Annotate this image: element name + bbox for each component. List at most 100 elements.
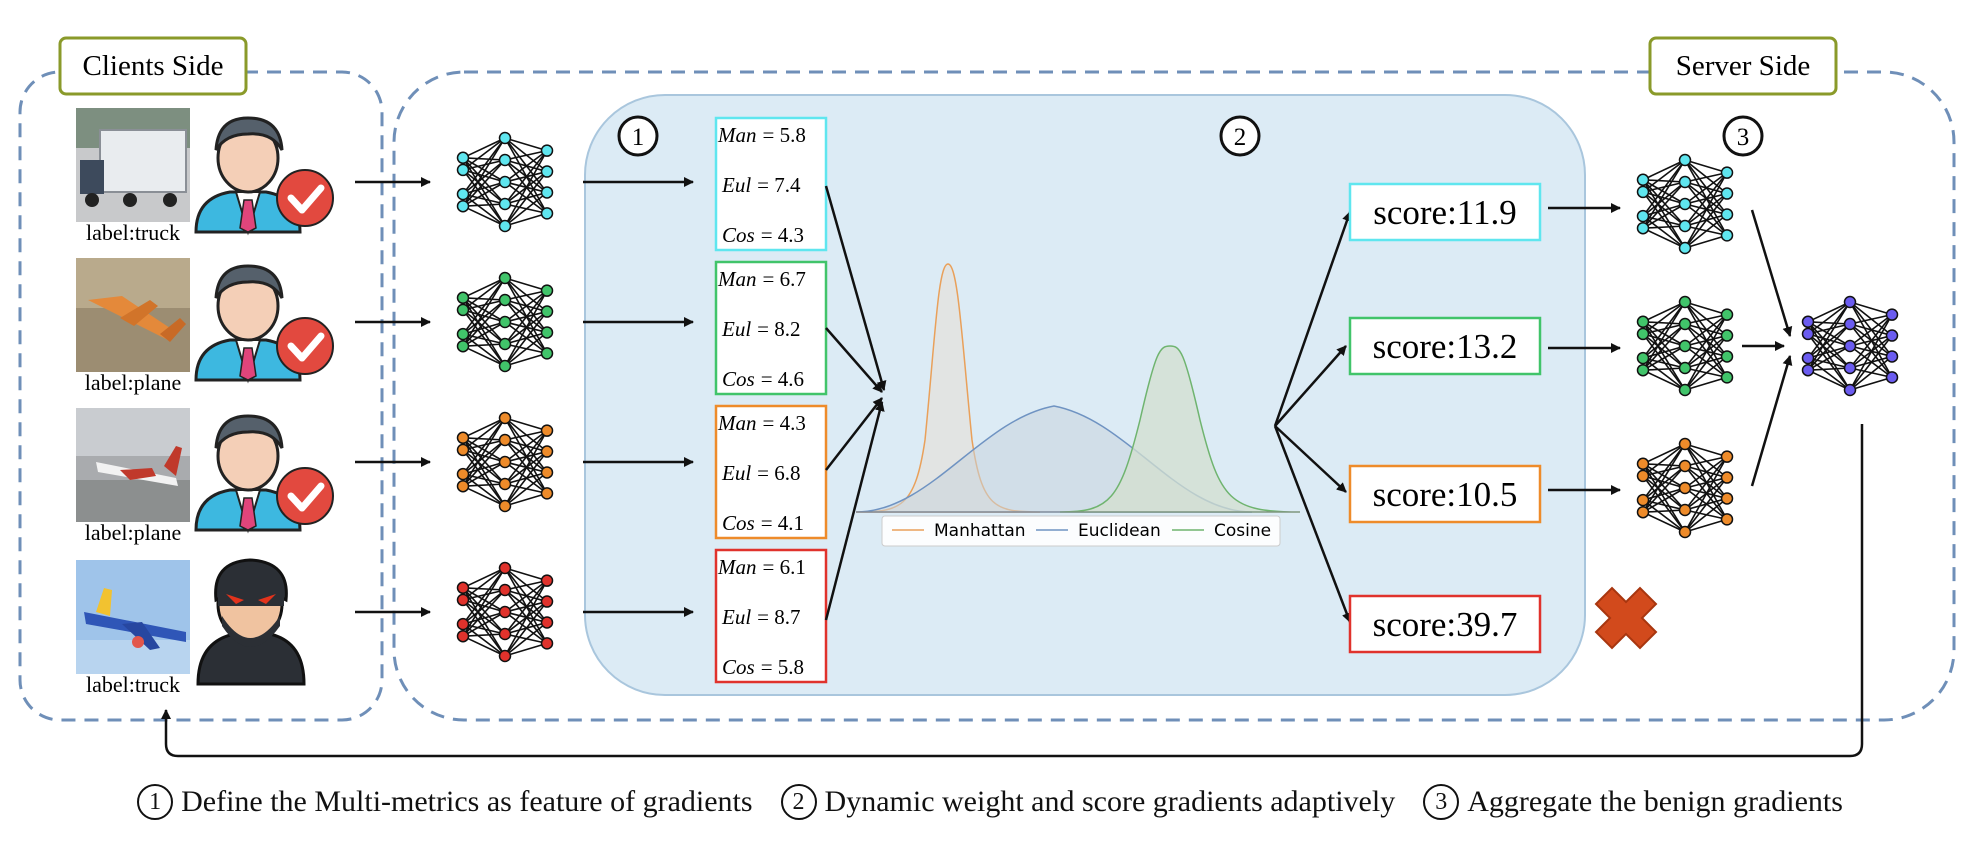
network-node [1636, 505, 1650, 519]
network-node [1636, 457, 1650, 471]
network-node [1678, 525, 1692, 539]
clients-side-label: Clients Side [58, 36, 248, 96]
score-box-2: score:10.5 [1348, 464, 1542, 524]
client-label-3: label:truck [86, 672, 180, 697]
network-node [540, 165, 554, 178]
clients-region [18, 70, 384, 722]
network-node [540, 186, 554, 199]
client-label-0: label:truck [86, 220, 180, 245]
network-node [540, 424, 554, 437]
network-node [1720, 350, 1734, 363]
network-node [1720, 308, 1734, 321]
network-node [456, 303, 470, 317]
network-node [540, 347, 554, 360]
svg-text:Cos= 4.6: Cos = 4.6 [722, 367, 804, 391]
network-node [456, 581, 470, 595]
legend-step-1-number: 1 [137, 784, 174, 820]
network-node [1843, 339, 1857, 353]
svg-text:Cos= 4.3: Cos = 4.3 [722, 223, 804, 247]
network-node [540, 326, 554, 339]
network-node [1720, 492, 1734, 505]
server-network-1 [1636, 295, 1734, 397]
step-1-marker: 1 [617, 115, 659, 157]
network-node [1636, 315, 1650, 329]
client-label-1: label:plane [85, 370, 182, 395]
network-node [1636, 185, 1650, 199]
network-node [456, 163, 470, 177]
score-box-3: score:39.7 [1348, 594, 1542, 654]
legend-step-2: 2 Dynamic weight and score gradients ada… [780, 784, 1396, 820]
network-node [456, 151, 470, 165]
network-node [498, 219, 512, 233]
client-photo-plane-orange [76, 258, 190, 372]
client-network-0 [456, 131, 554, 233]
network-node [1636, 363, 1650, 377]
network-node [498, 293, 512, 307]
server-side-label: Server Side [1648, 36, 1838, 96]
legend-step-3-text: Aggregate the benign gradients [1467, 785, 1843, 818]
svg-text:Eul= 8.7: Eul = 8.7 [721, 605, 801, 629]
svg-text:Man= 5.8: Man = 5.8 [717, 123, 806, 147]
legend-step-2-number: 2 [780, 784, 817, 820]
person-check-icon [194, 414, 334, 534]
network-node [1678, 317, 1692, 331]
svg-text:score:13.2: score:13.2 [1373, 327, 1518, 366]
svg-text:Cos= 5.8: Cos = 5.8 [722, 655, 804, 679]
network-node [1885, 371, 1899, 384]
svg-text:score:11.9: score:11.9 [1373, 193, 1517, 232]
legend-step-2-text: Dynamic weight and score gradients adapt… [824, 785, 1396, 818]
network-node [1801, 327, 1815, 341]
network-node [1678, 197, 1692, 211]
svg-text:Eul= 7.4: Eul = 7.4 [721, 173, 801, 197]
network-node [540, 207, 554, 220]
network-node [498, 433, 512, 447]
broadcast-loop-arrow [161, 424, 1864, 758]
svg-text:score:39.7: score:39.7 [1373, 605, 1518, 644]
network-node [498, 315, 512, 329]
step-2-marker: 2 [1219, 115, 1261, 157]
analysis-panel [584, 94, 1586, 696]
legend-step-1-text: Define the Multi-metrics as feature of g… [181, 785, 753, 818]
network-node [1720, 229, 1734, 242]
network-node [540, 305, 554, 318]
network-node [1678, 437, 1692, 451]
score-box-1: score:13.2 [1348, 316, 1542, 376]
network-node [498, 583, 512, 597]
network-node [1636, 327, 1650, 341]
server-network-2 [1636, 437, 1734, 539]
network-node [456, 593, 470, 607]
network-node [1720, 371, 1734, 384]
network-node [456, 187, 470, 201]
network-node [456, 431, 470, 445]
score-arrow-1 [1274, 345, 1347, 427]
person-check-icon [194, 264, 334, 384]
network-node [456, 327, 470, 341]
network-node [1636, 209, 1650, 223]
network-node [1720, 513, 1734, 526]
network-node [1801, 363, 1815, 377]
network-node [1678, 339, 1692, 353]
metric-box-2: Man = 4.3 Eul = 6.8 Cos = 4.1 [714, 404, 828, 540]
network-node [498, 175, 512, 189]
network-node [498, 561, 512, 575]
network-node [1801, 315, 1815, 329]
svg-text:Man= 4.3: Man = 4.3 [717, 411, 806, 435]
network-node [1885, 329, 1899, 342]
network-node [1678, 459, 1692, 473]
svg-text:1: 1 [632, 124, 645, 151]
converge-arrow-2 [825, 397, 883, 471]
client-photo-plane-runway [76, 408, 190, 522]
converge-arrow-0 [824, 185, 887, 391]
network-node [456, 291, 470, 305]
cosine-curve [1059, 345, 1301, 513]
network-node [1636, 493, 1650, 507]
network-node [540, 637, 554, 650]
metric-distributions [855, 263, 1301, 513]
network-node [1636, 221, 1650, 235]
network-node [498, 455, 512, 469]
reject-x-icon [1594, 586, 1658, 650]
diagram-canvas: Clients Side Server Side 1 2 3 label:tru… [18, 36, 1956, 758]
network-node [1843, 361, 1857, 375]
network-node [540, 144, 554, 157]
distribution-legend: Manhattan Euclidean Cosine [881, 515, 1281, 547]
